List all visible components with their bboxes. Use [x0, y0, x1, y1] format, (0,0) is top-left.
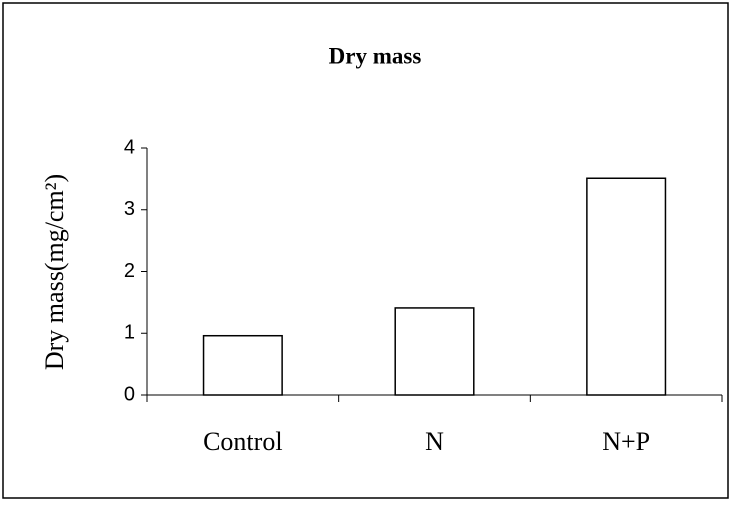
y-tick-label: 0	[124, 383, 135, 405]
bar	[202, 334, 283, 396]
y-axis-label: Dry mass(mg/cm²)	[40, 174, 69, 370]
bar	[394, 307, 475, 396]
y-tick-label: 3	[124, 198, 135, 220]
x-tick-label: N	[425, 427, 444, 456]
bar	[586, 177, 667, 396]
x-tick-label: N+P	[602, 427, 650, 456]
chart-title: Dry mass	[329, 43, 422, 68]
x-tick-label: Control	[203, 427, 282, 456]
y-tick-label: 4	[124, 136, 135, 158]
y-tick-label: 2	[124, 260, 135, 282]
y-tick-label: 1	[124, 322, 135, 344]
